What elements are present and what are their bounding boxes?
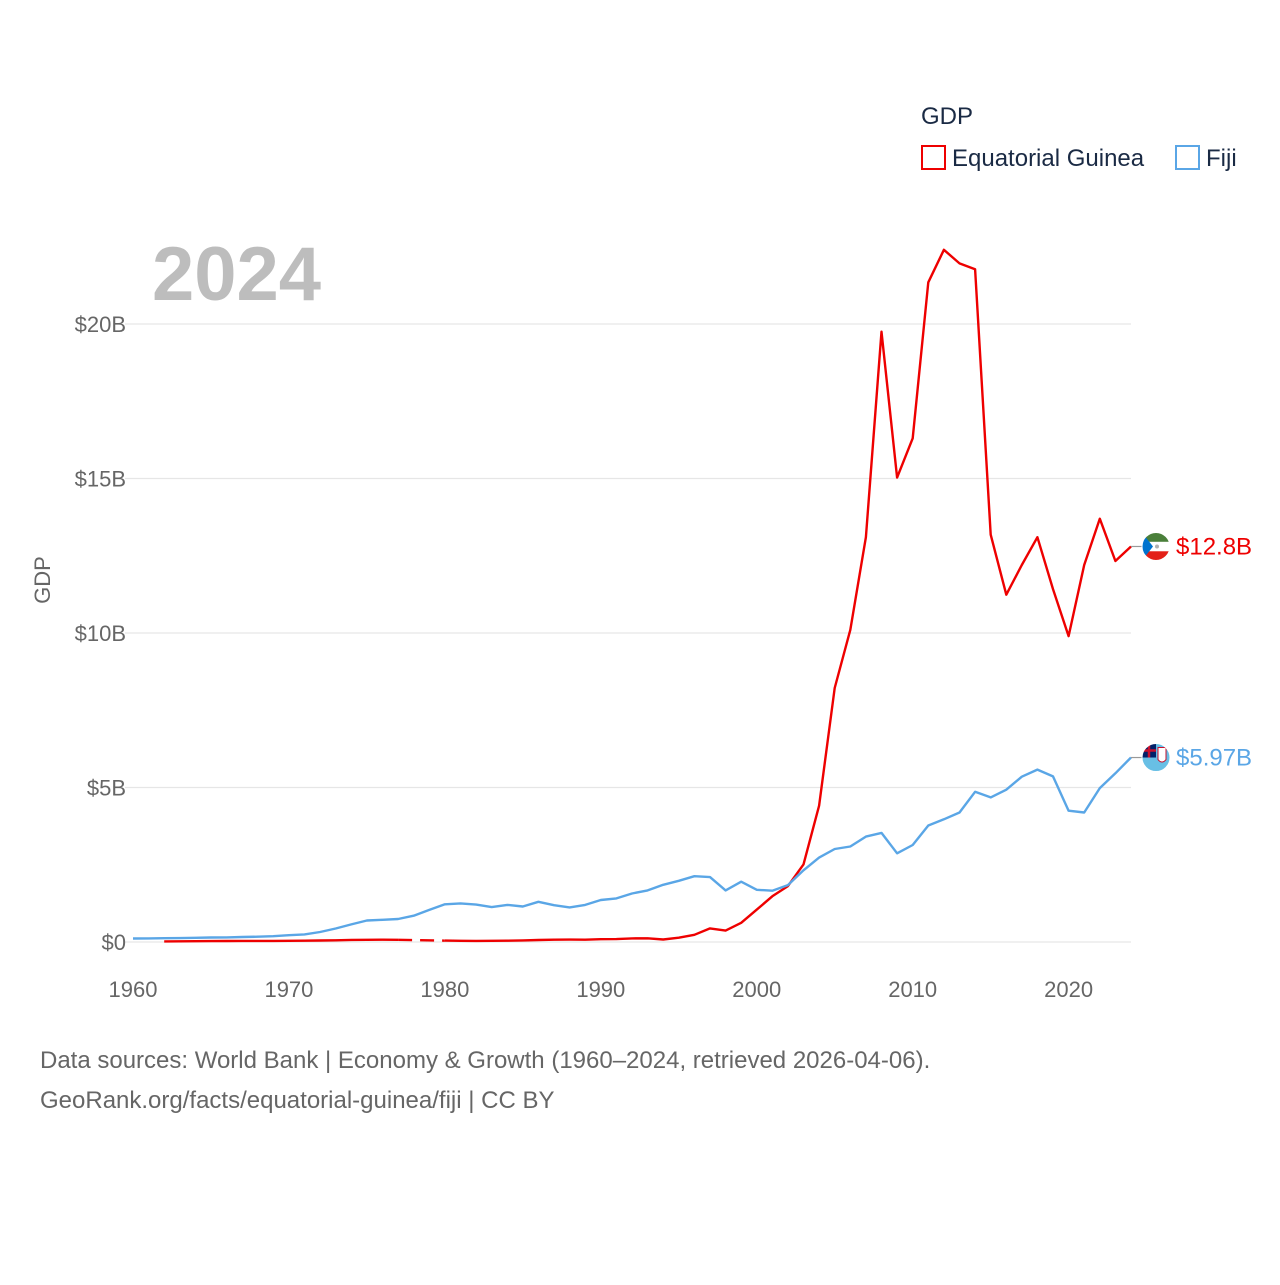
- source-line-1: Data sources: World Bank | Economy & Gro…: [40, 1047, 930, 1074]
- end-labels: $12.8B $5.97B: [1131, 531, 1252, 773]
- y-tick-label: $5B: [87, 776, 126, 801]
- grid-layer: [125, 323, 1131, 943]
- y-tick-label: $20B: [75, 312, 126, 337]
- equatorial-guinea-flag-icon: [1141, 531, 1171, 561]
- x-tick-label: 2020: [1044, 977, 1093, 1002]
- x-tick-label: 1980: [420, 977, 469, 1002]
- end-label-fiji: $5.97B: [1176, 745, 1252, 772]
- x-tick-label: 2000: [732, 977, 781, 1002]
- legend-swatch-fiji[interactable]: [1175, 145, 1200, 170]
- end-label-equatorial-guinea: $12.8B: [1176, 533, 1252, 560]
- y-tick-label: $0: [102, 930, 126, 955]
- y-axis-title: GDP: [30, 556, 55, 604]
- legend[interactable]: GDP Equatorial Guinea Fiji: [921, 103, 1237, 172]
- series-layer: [132, 248, 1132, 943]
- series-line-fiji[interactable]: [132, 756, 1132, 940]
- legend-label-equatorial-guinea[interactable]: Equatorial Guinea: [952, 145, 1145, 172]
- legend-swatch-equatorial-guinea[interactable]: [921, 145, 946, 170]
- source-line-2[interactable]: GeoRank.org/facts/equatorial-guinea/fiji…: [40, 1087, 555, 1114]
- x-tick-label: 1960: [109, 977, 158, 1002]
- series-gap-equatorial-guinea: [398, 938, 445, 942]
- series-line-equatorial-guinea[interactable]: [444, 248, 1132, 943]
- legend-title: GDP: [921, 103, 973, 130]
- y-axis-ticks: $0 $5B $10B $15B $20B: [75, 312, 126, 955]
- y-tick-label: $15B: [75, 467, 126, 492]
- flag-ring: [1141, 743, 1171, 773]
- x-tick-label: 1990: [576, 977, 625, 1002]
- series-line-equatorial-guinea[interactable]: [164, 938, 399, 943]
- x-tick-label: 2010: [888, 977, 937, 1002]
- flag-ring: [1141, 531, 1171, 561]
- y-tick-label: $10B: [75, 621, 126, 646]
- x-tick-label: 1970: [264, 977, 313, 1002]
- x-axis-ticks: 1960 1970 1980 1990 2000 2010 2020: [109, 977, 1094, 1002]
- fiji-flag-icon: [1141, 743, 1171, 773]
- legend-label-fiji[interactable]: Fiji: [1206, 145, 1237, 172]
- year-watermark: 2024: [152, 232, 321, 317]
